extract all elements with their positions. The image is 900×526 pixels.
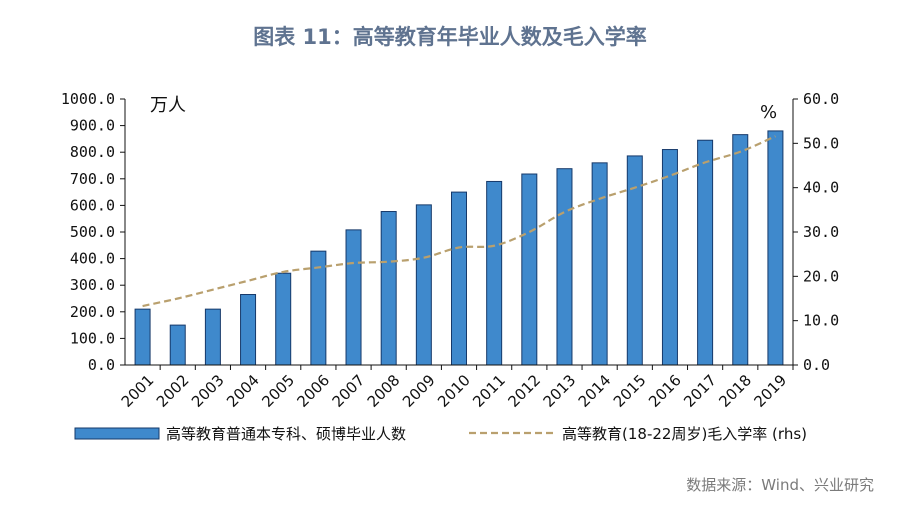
- bar-2008: [380, 211, 397, 366]
- left-tick-label: 800.0: [70, 143, 115, 161]
- left-tick-label: 0.0: [88, 356, 115, 374]
- x-tick-label-2009: 2009: [399, 371, 439, 411]
- x-tick-label-2015: 2015: [610, 371, 650, 411]
- left-tick-label: 300.0: [70, 276, 115, 294]
- x-tick-label-2002: 2002: [153, 371, 193, 411]
- bar-2001: [134, 308, 151, 366]
- x-tick-label-2012: 2012: [504, 371, 544, 411]
- x-axis-ticks: 2001200220032004200520062007200820092010…: [118, 365, 794, 411]
- x-tick-label-2014: 2014: [575, 371, 615, 411]
- left-axis-unit: 万人: [150, 95, 186, 116]
- bar-2003: [204, 308, 221, 366]
- right-tick-label: 40.0: [803, 179, 839, 197]
- x-tick-label-2001: 2001: [118, 371, 158, 411]
- bar-2004: [240, 294, 257, 366]
- right-axis-ticks: 0.0 10.0 20.0 30.0 40.0 50.0 60.0: [793, 90, 839, 374]
- left-tick-label: 200.0: [70, 303, 115, 321]
- x-tick-label-2011: 2011: [469, 371, 509, 411]
- bar-2013: [556, 168, 573, 366]
- right-axis-unit: %: [760, 102, 777, 123]
- right-tick-label: 10.0: [803, 312, 839, 330]
- right-tick-label: 0.0: [803, 356, 830, 374]
- bar-2017: [697, 139, 714, 366]
- bar-2018: [732, 134, 749, 366]
- left-tick-label: 600.0: [70, 196, 115, 214]
- right-tick-label: 30.0: [803, 223, 839, 241]
- bar-2011: [486, 180, 503, 366]
- left-tick-label: 500.0: [70, 223, 115, 241]
- legend-bar-swatch: [74, 427, 160, 440]
- left-tick-label: 700.0: [70, 170, 115, 188]
- x-tick-label-2010: 2010: [434, 371, 474, 411]
- legend: 高等教育普通本专科、硕博毕业人数 高等教育(18-22周岁)毛入学率 (rhs): [74, 425, 807, 443]
- enrollment-rate-line: [142, 135, 776, 308]
- x-tick-label-2003: 2003: [188, 371, 228, 411]
- x-tick-label-2019: 2019: [751, 371, 791, 411]
- left-tick-label: 900.0: [70, 117, 115, 135]
- legend-line-label: 高等教育(18-22周岁)毛入学率 (rhs): [562, 425, 807, 443]
- right-tick-label: 20.0: [803, 267, 839, 285]
- x-tick-label-2013: 2013: [540, 371, 580, 411]
- legend-bar-label: 高等教育普通本专科、硕博毕业人数: [166, 425, 406, 443]
- x-tick-label-2006: 2006: [293, 371, 333, 411]
- x-tick-label-2007: 2007: [329, 371, 369, 411]
- x-tick-label-2017: 2017: [680, 371, 720, 411]
- bar-2019: [767, 130, 784, 366]
- left-tick-label: 400.0: [70, 250, 115, 268]
- left-tick-label: 1000.0: [61, 90, 115, 108]
- bar-2016: [661, 149, 678, 366]
- right-tick-label: 50.0: [803, 134, 839, 152]
- right-tick-label: 60.0: [803, 90, 839, 108]
- bar-2012: [521, 173, 538, 366]
- bar-2014: [591, 162, 608, 366]
- source-note: 数据来源：Wind、兴业研究: [686, 476, 874, 494]
- chart-title: 图表 11：高等教育年毕业人数及毛入学率: [253, 25, 647, 49]
- bar-2009: [415, 204, 432, 366]
- x-tick-label-2005: 2005: [258, 371, 298, 411]
- left-axis-ticks: 0.0 100.0 200.0 300.0 400.0 500.0 600.0 700.0 80…: [61, 90, 125, 374]
- plot-area: 0.0 100.0 200.0 300.0 400.0 500.0 600.0 700.0 80…: [61, 90, 839, 411]
- bar-2007: [345, 229, 362, 366]
- bar-2010: [451, 191, 467, 366]
- x-tick-label-2016: 2016: [645, 371, 685, 411]
- bar-2002: [169, 324, 186, 366]
- x-tick-label-2018: 2018: [715, 371, 755, 411]
- bar-2005: [275, 272, 292, 366]
- x-tick-label-2008: 2008: [364, 371, 404, 411]
- left-tick-label: 100.0: [70, 329, 115, 347]
- x-tick-label-2004: 2004: [223, 371, 263, 411]
